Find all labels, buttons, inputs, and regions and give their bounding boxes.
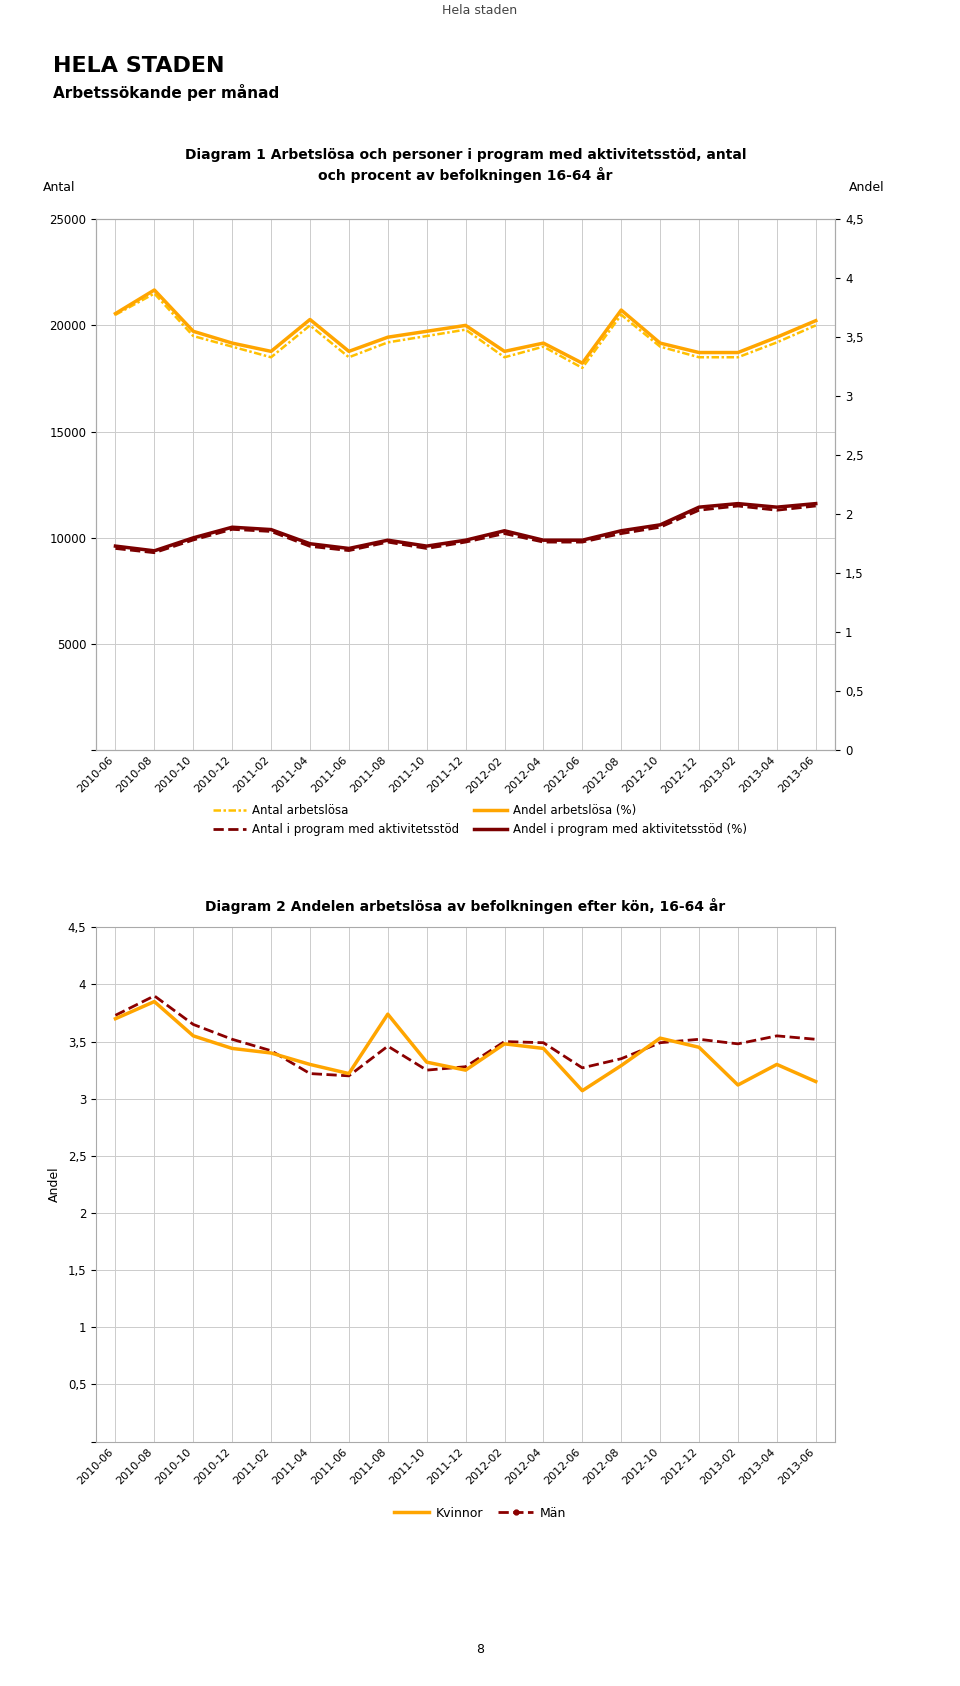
Text: 8: 8 — [476, 1642, 484, 1656]
Text: Arbetssökande per månad: Arbetssökande per månad — [53, 84, 279, 101]
Text: Hela staden: Hela staden — [443, 3, 517, 17]
Text: Andel: Andel — [849, 180, 885, 194]
Title: Diagram 1 Arbetslösa och personer i program med aktivitetsstöd, antal
och procen: Diagram 1 Arbetslösa och personer i prog… — [185, 148, 746, 184]
Y-axis label: Andel: Andel — [48, 1167, 60, 1202]
Text: HELA STADEN: HELA STADEN — [53, 56, 225, 76]
Text: Antal: Antal — [43, 180, 76, 194]
Title: Diagram 2 Andelen arbetslösa av befolkningen efter kön, 16-64 år: Diagram 2 Andelen arbetslösa av befolkni… — [205, 897, 726, 914]
Legend: Kvinnor, Män: Kvinnor, Män — [390, 1502, 570, 1524]
Legend: Antal arbetslösa, Antal i program med aktivitetsstöd, Andel arbetslösa (%), Ande: Antal arbetslösa, Antal i program med ak… — [208, 799, 752, 840]
